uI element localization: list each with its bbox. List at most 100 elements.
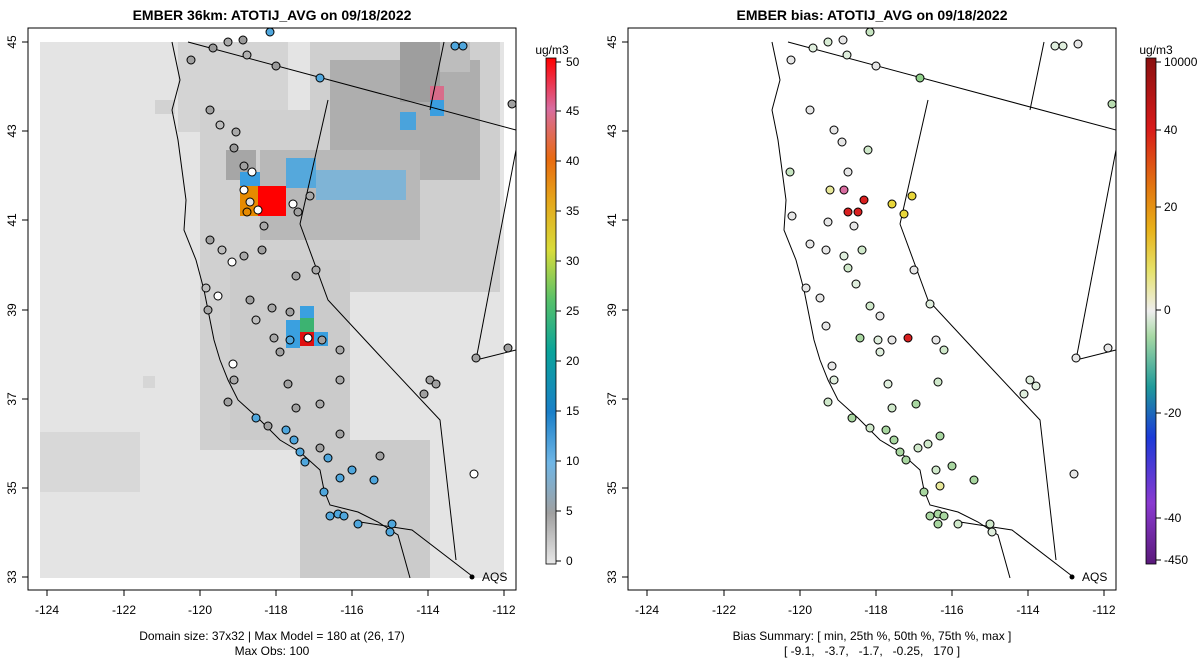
station-marker: [300, 457, 310, 467]
left-caption-line2: Max Obs: 100: [235, 644, 310, 658]
bias-marker: [808, 43, 818, 53]
border-mexico: [359, 521, 473, 577]
station-marker: [387, 519, 397, 529]
right-x-axis: [646, 590, 1105, 596]
bias-marker: [843, 167, 853, 177]
station-marker: [223, 37, 233, 47]
station-marker: [253, 205, 263, 215]
model-cell-region: [300, 440, 430, 578]
station-marker: [281, 425, 291, 435]
station-marker: [507, 99, 516, 109]
model-cell-green: [300, 318, 314, 332]
model-cell-blue: [240, 172, 260, 186]
station-marker: [242, 50, 252, 60]
bias-marker: [871, 61, 881, 71]
coastline: [171, 41, 411, 579]
right-colorbar: ug/m3 10000 40 20 0 -20 -40 -450: [1139, 43, 1197, 567]
colorbar-tick-label: 5: [566, 504, 573, 518]
colorbar-tick-label: -450: [1164, 553, 1188, 567]
station-marker: [269, 333, 279, 343]
station-marker: [251, 315, 261, 325]
y-tick-label: 37: [605, 392, 619, 406]
station-marker: [223, 397, 233, 407]
bias-marker: [851, 279, 861, 289]
model-cell-red: [258, 186, 286, 216]
state-border-id: [1029, 41, 1045, 111]
x-tick-label: -118: [864, 603, 887, 617]
bias-marker: [873, 335, 883, 345]
station-marker: [239, 185, 249, 195]
colorbar-tick-label: 30: [566, 254, 580, 268]
bias-marker: [883, 379, 893, 389]
state-border-ca-nv: [299, 223, 457, 561]
station-marker: [317, 335, 327, 345]
bias-marker: [865, 28, 875, 37]
bias-marker: [838, 35, 848, 45]
station-marker: [311, 265, 321, 275]
bias-marker: [859, 195, 869, 205]
station-marker: [217, 245, 227, 255]
bias-marker: [969, 475, 979, 485]
y-tick-label: 41: [605, 213, 619, 227]
x-tick-label: -116: [340, 603, 363, 617]
station-marker: [288, 199, 298, 209]
bias-marker: [1103, 343, 1113, 353]
station-marker: [205, 235, 215, 245]
bias-marker: [985, 519, 995, 529]
bias-marker: [935, 431, 945, 441]
right-y-tick-labels: 45 43 41 39 37 35 33: [605, 35, 619, 584]
right-map-panel: EMBER bias: ATOTIJ_AVG on 09/18/2022: [605, 7, 1198, 658]
station-marker: [215, 120, 225, 130]
bias-marker: [1050, 41, 1060, 51]
station-marker: [353, 519, 363, 529]
station-marker: [375, 451, 385, 461]
station-marker: [339, 511, 349, 521]
station-marker: [315, 73, 325, 83]
station-marker: [291, 403, 301, 413]
left-x-tick-labels: -124 -122 -120 -118 -116 -114 -112: [35, 603, 516, 617]
station-marker: [335, 473, 345, 483]
station-marker: [347, 465, 357, 475]
state-border-nv-north: [899, 99, 929, 225]
station-marker: [239, 161, 249, 171]
station-marker: [319, 487, 329, 497]
station-marker: [205, 105, 215, 115]
colorbar-tick-label: 45: [566, 104, 580, 118]
state-border-or: [787, 41, 1116, 131]
model-cell-pink: [430, 86, 444, 100]
left-y-tick-labels: 45 43 41 39 37 35 33: [5, 35, 19, 584]
bias-marker: [939, 345, 949, 355]
colorbar-tick-label: 20: [1164, 200, 1178, 214]
left-colorbar: ug/m3 50 45 40 35 30 25 20 15 10 5 0: [535, 43, 579, 568]
bias-marker: [1058, 41, 1068, 51]
bias-marker: [933, 519, 943, 529]
x-tick-label: -114: [1016, 603, 1039, 617]
bias-marker: [849, 221, 859, 231]
station-marker: [265, 28, 275, 37]
station-marker: [229, 143, 239, 153]
bias-marker: [913, 443, 923, 453]
bias-marker: [825, 185, 835, 195]
bias-marker: [821, 245, 831, 255]
x-tick-label: -122: [712, 603, 736, 617]
station-marker: [295, 447, 305, 457]
bias-marker: [889, 435, 899, 445]
bias-marker: [887, 335, 897, 345]
bias-marker: [855, 333, 865, 343]
bias-marker: [925, 511, 935, 521]
station-marker: [289, 435, 299, 445]
station-marker: [245, 295, 255, 305]
right-aqs-label: AQS: [1082, 570, 1107, 584]
bias-marker: [1025, 375, 1035, 385]
colorbar-tick-label: 15: [566, 404, 580, 418]
station-marker: [208, 43, 218, 53]
bias-marker: [953, 519, 963, 529]
bias-marker: [1069, 469, 1079, 479]
x-tick-label: -114: [416, 603, 439, 617]
station-marker: [231, 127, 241, 137]
station-marker: [471, 353, 481, 363]
y-tick-label: 37: [5, 392, 19, 406]
station-marker: [469, 469, 479, 479]
bias-marker: [821, 321, 831, 331]
station-marker: [229, 375, 239, 385]
